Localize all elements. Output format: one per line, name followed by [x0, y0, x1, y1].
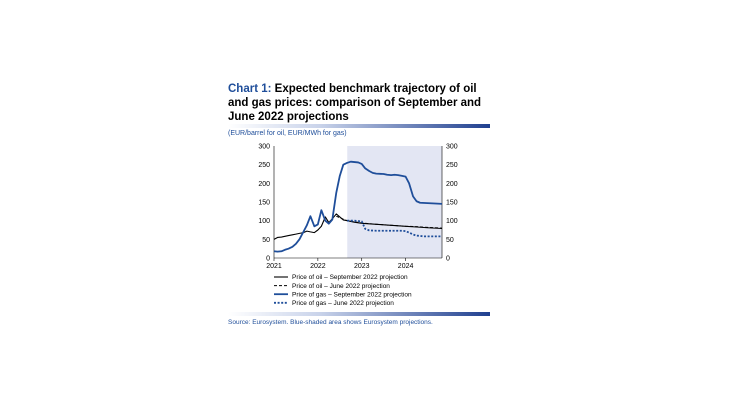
- chart-title-block: Chart 1: Expected benchmark trajectory o…: [228, 82, 490, 124]
- projection-shading-layer: [347, 146, 442, 258]
- bottom-rule: [228, 312, 490, 316]
- y-tick-label-right: 50: [446, 237, 454, 244]
- y-tick-label-left: 250: [258, 162, 270, 169]
- x-tick-label: 2022: [310, 263, 326, 270]
- chart-title: Chart 1: Expected benchmark trajectory o…: [228, 82, 490, 124]
- series-line-4: [347, 219, 442, 238]
- line-chart: 0 50 100 150 200 250 300 0 50 100 150 200 250 300 2021…: [258, 144, 457, 308]
- legend-label-1: Price of oil – September 2022 projection: [292, 274, 408, 281]
- series-line-3: [273, 160, 443, 253]
- y-tick-label-right: 200: [446, 181, 458, 188]
- y-tick-label-left: 50: [262, 237, 270, 244]
- series-layer: [273, 160, 443, 253]
- series-line-2: [336, 215, 443, 229]
- axes-layer: 0 50 100 150 200 250 300 0 50 100 150 200 250 300 2021…: [258, 144, 457, 271]
- legend-label-2: Price of oil – June 2022 projection: [292, 283, 390, 290]
- y-tick-label-left: 200: [258, 181, 270, 188]
- x-tick-label: 2024: [398, 263, 414, 270]
- legend: Price of oil – September 2022 projection…: [274, 274, 412, 307]
- y-tick-label-right: 250: [446, 162, 458, 169]
- title-rule: [228, 124, 490, 128]
- chart-number: Chart 1:: [228, 83, 272, 95]
- chart-title-text: Expected benchmark trajectory of oil and…: [228, 83, 482, 123]
- source-note: Source: Eurosystem. Blue-shaded area sho…: [228, 319, 433, 326]
- x-tick-label: 2023: [354, 263, 370, 270]
- y-tick-label-right: 150: [446, 200, 458, 207]
- y-tick-label-left: 300: [258, 144, 270, 151]
- y-tick-label-right: 300: [446, 144, 458, 151]
- projection-shaded-area: [347, 146, 442, 258]
- y-tick-label-left: 0: [266, 256, 270, 263]
- legend-label-3: Price of gas – September 2022 projection: [292, 291, 412, 298]
- units-note: (EUR/barrel for oil, EUR/MWh for gas): [228, 130, 347, 137]
- y-tick-label-right: 100: [446, 218, 458, 225]
- y-tick-label-right: 0: [446, 256, 450, 263]
- y-tick-label-left: 150: [258, 200, 270, 207]
- legend-label-4: Price of gas – June 2022 projection: [292, 300, 394, 307]
- x-tick-label: 2021: [266, 263, 282, 270]
- y-tick-label-left: 100: [258, 218, 270, 225]
